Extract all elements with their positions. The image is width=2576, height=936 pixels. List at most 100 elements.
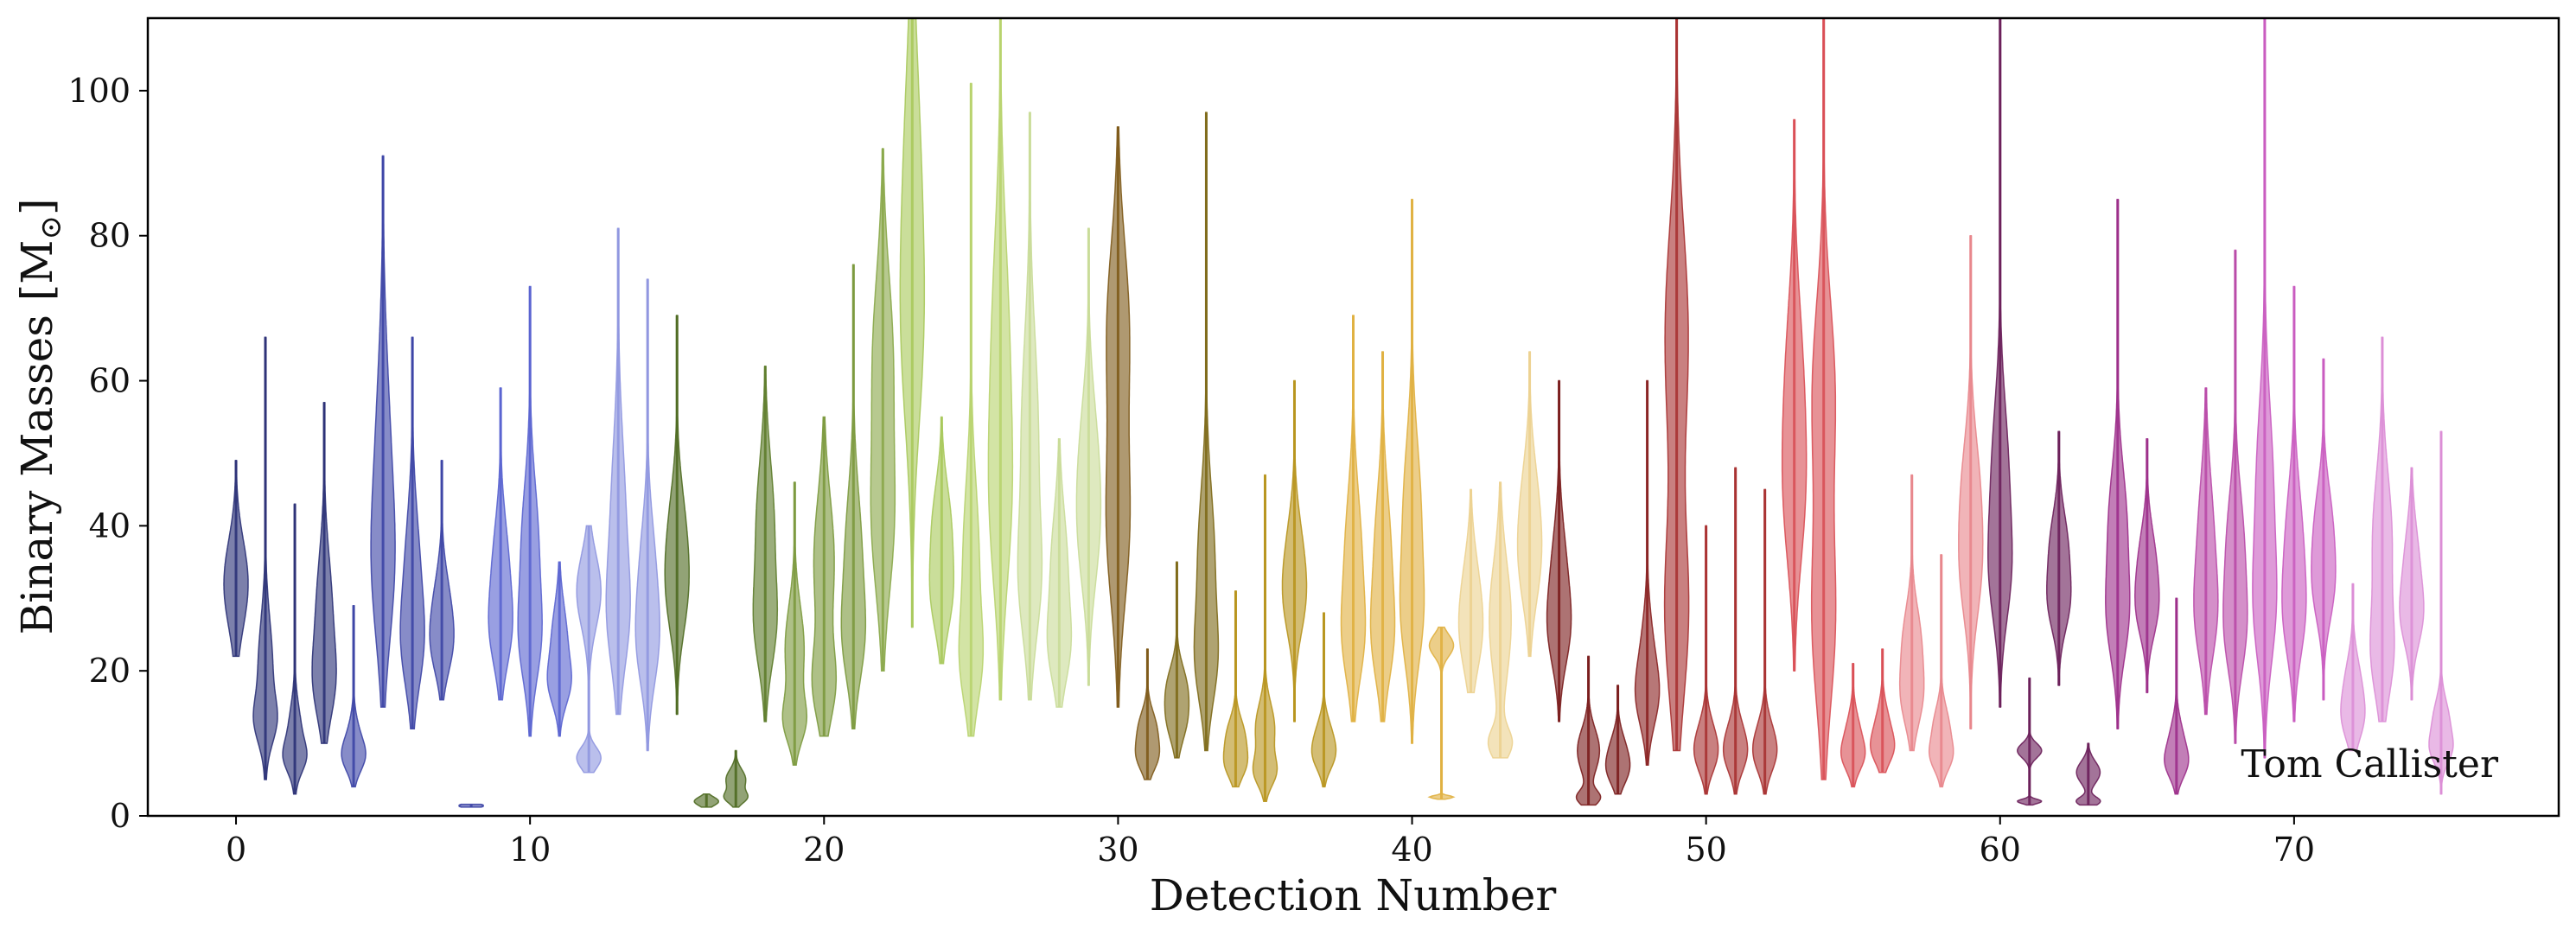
violin-56	[1869, 648, 1896, 774]
violin-54	[1810, 17, 1837, 780]
violin-body	[870, 148, 896, 672]
violins-group	[223, 17, 2454, 808]
violin-body	[2046, 430, 2072, 686]
violin-33	[1193, 111, 1220, 752]
y-tick-label: 20	[89, 652, 131, 690]
violin-8	[458, 803, 484, 808]
violin-body	[2164, 597, 2190, 795]
violin-47	[1604, 684, 1631, 795]
violin-body	[370, 155, 396, 708]
violin-31	[1134, 648, 1161, 780]
violin-body	[1252, 474, 1278, 802]
violin-13	[605, 227, 631, 716]
violin-body	[1781, 118, 1808, 672]
violin-body	[1869, 648, 1896, 774]
violin-body	[2340, 583, 2366, 752]
violin-44	[1516, 351, 1543, 658]
x-axis-ticks: 0 10 20 30 40 50 60 70	[226, 816, 2315, 869]
violin-23	[899, 17, 926, 628]
violin-body	[781, 481, 808, 767]
violin-2	[282, 503, 308, 795]
violin-49	[1663, 17, 1690, 752]
violin-41	[1427, 627, 1456, 800]
y-axis-title-close: ]	[12, 199, 62, 216]
violin-body	[1134, 648, 1161, 780]
x-tick-label: 60	[1980, 831, 2021, 869]
violin-43	[1487, 481, 1514, 759]
violin-11	[546, 561, 572, 737]
violin-61	[2017, 677, 2043, 806]
violin-50	[1693, 525, 1719, 795]
violin-body	[1427, 627, 1456, 800]
violin-body	[1399, 199, 1425, 744]
violin-body	[1751, 488, 1778, 795]
violin-body	[2311, 358, 2337, 701]
violin-body	[223, 460, 249, 658]
y-axis-title-main: Binary Masses [M	[12, 240, 62, 635]
violin-body	[811, 416, 838, 737]
violin-12	[576, 525, 602, 774]
violin-body	[1281, 379, 1308, 723]
violin-body	[1898, 474, 1925, 752]
violin-20	[811, 416, 838, 737]
violin-62	[2046, 430, 2072, 686]
violin-9	[488, 387, 513, 701]
violin-4	[341, 604, 367, 788]
violin-66	[2164, 597, 2190, 795]
violin-64	[2105, 199, 2131, 730]
violin-18	[752, 366, 779, 723]
violin-26	[987, 17, 1014, 701]
violin-30	[1105, 126, 1132, 708]
violin-body	[341, 604, 367, 788]
violin-body	[2105, 199, 2131, 730]
violin-39	[1369, 351, 1396, 723]
violin-63	[2075, 742, 2101, 806]
x-tick-label: 40	[1391, 831, 1432, 869]
violin-24	[928, 416, 955, 665]
plot-frame	[146, 16, 2560, 818]
y-axis-title: Binary Masses [M⊙]	[12, 199, 68, 635]
violin-body	[2222, 249, 2248, 744]
violin-body	[752, 366, 779, 723]
violin-40	[1399, 199, 1425, 744]
violin-1	[252, 336, 278, 780]
violin-body	[693, 793, 719, 808]
y-axis-ticks: 0 20 40 60 80 100	[67, 72, 148, 835]
violin-body	[1193, 111, 1220, 752]
violin-body	[1516, 351, 1543, 658]
violin-53	[1781, 118, 1808, 672]
violin-0	[223, 460, 249, 658]
violin-body	[899, 17, 926, 628]
violin-34	[1222, 590, 1249, 788]
violin-body	[546, 561, 572, 737]
violin-59	[1958, 234, 1984, 730]
y-tick-label: 80	[89, 217, 131, 255]
violin-body	[1840, 663, 1866, 788]
x-tick-label: 50	[1685, 831, 1726, 869]
violin-21	[840, 264, 867, 730]
violin-body	[2252, 17, 2278, 759]
violin-46	[1575, 655, 1602, 806]
violin-body	[1017, 111, 1043, 701]
violin-body	[2399, 467, 2425, 701]
violin-body	[2281, 285, 2307, 723]
violin-body	[723, 749, 749, 808]
violin-body	[488, 387, 513, 701]
violin-body	[311, 401, 337, 744]
violin-45	[1546, 379, 1572, 723]
violin-28	[1046, 437, 1073, 708]
violin-58	[1928, 554, 1954, 788]
x-tick-label: 10	[509, 831, 551, 869]
x-tick-label: 30	[1097, 831, 1138, 869]
violin-body	[2369, 336, 2395, 723]
violin-65	[2134, 437, 2160, 694]
violin-67	[2193, 387, 2219, 716]
violin-27	[1017, 111, 1043, 701]
violin-body	[576, 525, 602, 774]
violin-25	[958, 82, 985, 737]
violin-body	[399, 336, 425, 730]
violin-73	[2369, 336, 2395, 723]
violin-body	[1810, 17, 1837, 780]
violin-body	[1722, 467, 1749, 795]
